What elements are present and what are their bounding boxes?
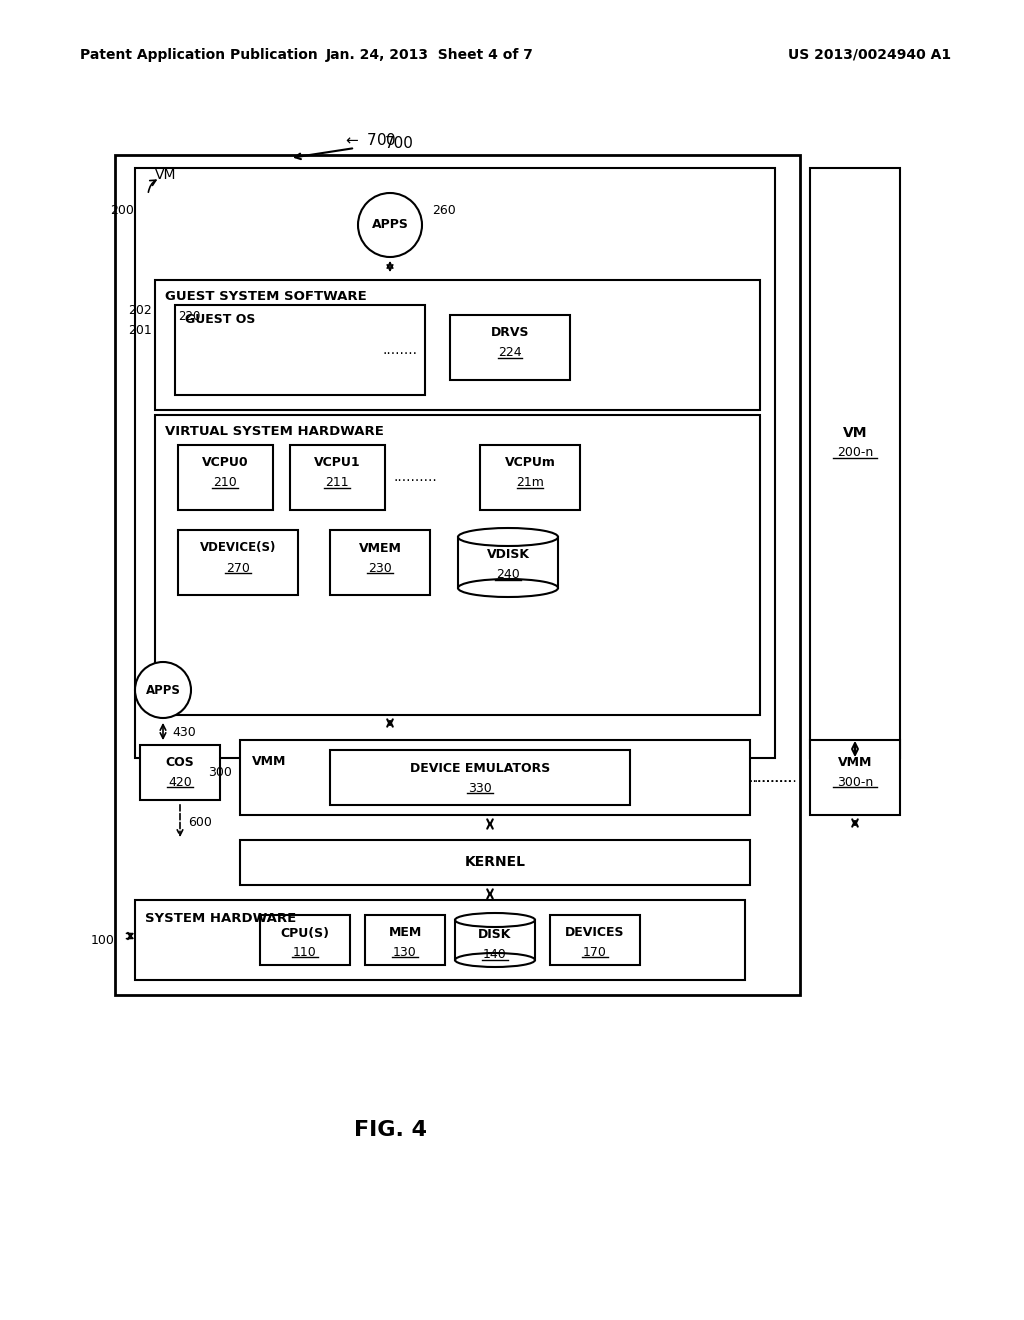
Text: 270: 270 [226,561,250,574]
Bar [455,920,535,960]
Text: 201: 201 [128,323,152,337]
Ellipse shape [455,953,535,968]
Text: VCPUm: VCPUm [505,457,555,470]
Bar [365,915,445,965]
Bar [810,741,900,814]
Text: 140: 140 [483,949,507,961]
Bar [290,445,385,510]
Text: 330: 330 [468,781,492,795]
Bar [115,154,800,995]
Text: 170: 170 [583,945,607,958]
Text: FIG. 4: FIG. 4 [353,1119,427,1140]
Text: KERNEL: KERNEL [465,855,525,869]
Text: VMEM: VMEM [358,541,401,554]
Text: COS: COS [166,756,195,770]
Text: VM: VM [843,426,867,440]
Bar [458,537,558,587]
Bar [260,915,350,965]
Bar [240,840,750,884]
Bar [550,915,640,965]
Text: VM: VM [155,168,176,182]
Bar [178,445,273,510]
Text: VDEVICE(S): VDEVICE(S) [200,541,276,554]
Text: 224: 224 [499,346,522,359]
Text: VIRTUAL SYSTEM HARDWARE: VIRTUAL SYSTEM HARDWARE [165,425,384,438]
Text: CPU(S): CPU(S) [281,927,330,940]
Text: GUEST OS: GUEST OS [185,313,255,326]
Bar [155,280,760,411]
Text: 200-n: 200-n [837,446,873,459]
Text: DRVS: DRVS [490,326,529,339]
Ellipse shape [458,528,558,546]
Bar [330,531,430,595]
Text: 130: 130 [393,945,417,958]
Text: Patent Application Publication: Patent Application Publication [80,48,317,62]
Text: 600: 600 [188,816,212,829]
Bar [810,168,900,758]
Text: 100: 100 [91,933,115,946]
Text: DISK: DISK [478,928,512,941]
Circle shape [358,193,422,257]
Text: $\leftarrow$ 700: $\leftarrow$ 700 [343,132,396,148]
Text: VCPU1: VCPU1 [313,457,360,470]
Text: 211: 211 [326,477,349,490]
Text: DEVICES: DEVICES [565,927,625,940]
Bar [240,741,750,814]
Text: APPS: APPS [372,219,409,231]
Ellipse shape [458,579,558,597]
Text: 420: 420 [168,776,191,788]
Text: 202: 202 [128,304,152,317]
Bar [178,531,298,595]
Text: 230: 230 [368,561,392,574]
Text: 260: 260 [432,203,456,216]
Text: MEM: MEM [388,927,422,940]
Text: GUEST SYSTEM SOFTWARE: GUEST SYSTEM SOFTWARE [165,290,367,304]
Text: 430: 430 [172,726,196,738]
Bar [155,414,760,715]
Text: 700: 700 [385,136,414,150]
Ellipse shape [455,913,535,927]
Bar [135,168,775,758]
Bar [330,750,630,805]
Bar [480,445,580,510]
Text: ..........: .......... [749,771,792,785]
Text: SYSTEM HARDWARE: SYSTEM HARDWARE [145,912,296,925]
Text: 200: 200 [110,203,134,216]
Text: VMM: VMM [838,755,872,768]
Text: 220: 220 [178,310,201,323]
Text: ........: ........ [383,343,418,356]
Bar [175,305,425,395]
Bar [135,900,745,979]
Text: 300: 300 [208,767,232,780]
Text: Jan. 24, 2013  Sheet 4 of 7: Jan. 24, 2013 Sheet 4 of 7 [326,48,534,62]
Circle shape [135,663,191,718]
Text: 240: 240 [496,569,520,582]
Text: APPS: APPS [145,684,180,697]
Text: US 2013/0024940 A1: US 2013/0024940 A1 [788,48,951,62]
Text: VCPU0: VCPU0 [202,457,248,470]
Text: VMM: VMM [252,755,287,768]
Text: ..........: .......... [393,470,437,484]
Bar [450,315,570,380]
Text: 210: 210 [213,477,237,490]
Text: 300-n: 300-n [837,776,873,788]
Text: 110: 110 [293,945,316,958]
Text: 21m: 21m [516,477,544,490]
Text: ..........: .......... [753,771,797,785]
Text: VDISK: VDISK [486,549,529,561]
Bar [140,744,220,800]
Text: DEVICE EMULATORS: DEVICE EMULATORS [410,762,550,775]
